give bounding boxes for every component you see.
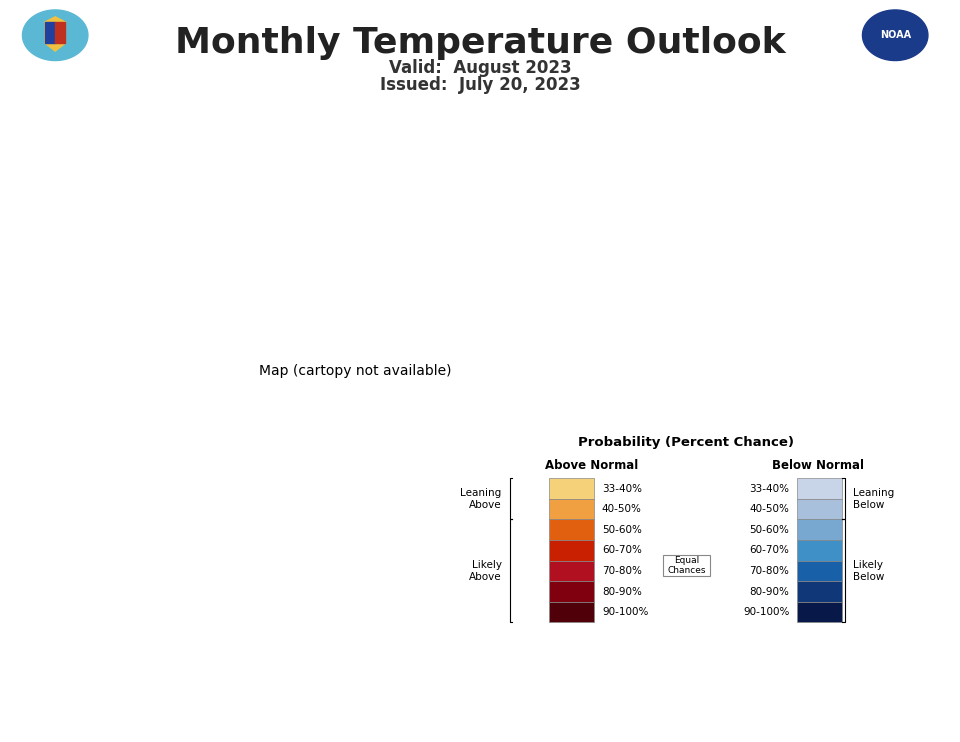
Bar (797, 519, 842, 540)
Text: 70-80%: 70-80% (750, 566, 789, 576)
Text: 33-40%: 33-40% (750, 484, 789, 493)
Text: Below Normal: Below Normal (773, 459, 864, 472)
Text: 90-100%: 90-100% (743, 607, 789, 617)
Text: Likely
Above: Likely Above (469, 560, 501, 582)
Text: Leaning
Above: Leaning Above (461, 488, 501, 510)
Text: 60-70%: 60-70% (602, 545, 642, 555)
Bar (797, 479, 842, 499)
Text: 50-60%: 50-60% (750, 525, 789, 535)
Polygon shape (45, 22, 55, 43)
Polygon shape (862, 10, 928, 61)
Text: 40-50%: 40-50% (750, 504, 789, 514)
Text: 60-70%: 60-70% (750, 545, 789, 555)
Text: 33-40%: 33-40% (602, 484, 642, 493)
Bar (549, 519, 594, 540)
Text: Above Normal: Above Normal (544, 459, 638, 472)
Text: Leaning
Below: Leaning Below (852, 488, 894, 510)
Bar (549, 602, 594, 623)
Text: Monthly Temperature Outlook: Monthly Temperature Outlook (175, 26, 785, 60)
Text: Likely
Below: Likely Below (852, 560, 884, 582)
Text: Issued:  July 20, 2023: Issued: July 20, 2023 (379, 76, 581, 93)
Bar (662, 556, 710, 576)
Text: 90-100%: 90-100% (602, 607, 648, 617)
Text: Probability (Percent Chance): Probability (Percent Chance) (578, 436, 795, 449)
Bar (797, 499, 842, 519)
Polygon shape (22, 10, 88, 61)
Bar (797, 561, 842, 581)
Text: 50-60%: 50-60% (602, 525, 642, 535)
Text: Equal
Chances: Equal Chances (667, 556, 706, 576)
Bar (549, 581, 594, 602)
Text: 80-90%: 80-90% (750, 586, 789, 597)
Text: 70-80%: 70-80% (602, 566, 642, 576)
Text: Valid:  August 2023: Valid: August 2023 (389, 59, 571, 77)
Text: Map (cartopy not available): Map (cartopy not available) (259, 364, 451, 378)
Bar (797, 602, 842, 623)
Bar (549, 479, 594, 499)
Bar (549, 540, 594, 561)
Text: 80-90%: 80-90% (602, 586, 642, 597)
Bar (797, 581, 842, 602)
Bar (797, 540, 842, 561)
Bar (549, 499, 594, 519)
Text: NOAA: NOAA (879, 30, 911, 40)
Polygon shape (45, 17, 65, 51)
Bar (549, 561, 594, 581)
Polygon shape (55, 22, 65, 43)
Text: 40-50%: 40-50% (602, 504, 642, 514)
